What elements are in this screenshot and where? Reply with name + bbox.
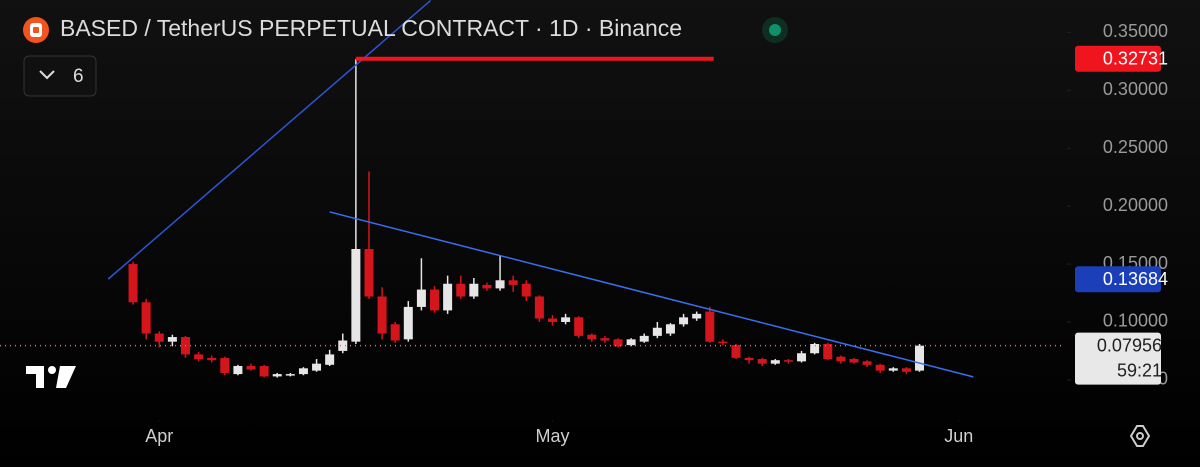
candle-body — [679, 317, 689, 325]
candle-body — [233, 365, 243, 375]
y-tick-label: 0.10000 — [1103, 311, 1168, 331]
candle-body — [377, 296, 387, 334]
candle-body — [220, 357, 230, 373]
candle-body — [744, 357, 754, 361]
candle-body — [469, 283, 479, 297]
candle-body — [141, 302, 151, 334]
candle-body — [430, 289, 440, 311]
status-dot — [762, 17, 788, 43]
candle-body — [416, 289, 426, 307]
candle-body — [639, 335, 649, 342]
candle-body — [259, 365, 269, 377]
candle-body — [770, 360, 780, 364]
candle-body — [364, 249, 374, 297]
candle-body — [849, 359, 859, 363]
candle-body — [167, 337, 177, 342]
plot-area — [0, 0, 1071, 422]
candle-body — [901, 368, 911, 372]
candle-body — [626, 339, 636, 346]
candle-body — [272, 374, 282, 377]
candle-body — [600, 338, 610, 341]
candle-body — [692, 313, 702, 319]
candle-body — [783, 360, 793, 362]
price-label: 0.32731 — [1103, 48, 1168, 68]
y-tick-label: 0.30000 — [1103, 79, 1168, 99]
candle-body — [652, 327, 662, 336]
x-tick-label: May — [535, 426, 569, 446]
chevron-icon — [39, 70, 55, 80]
candle-body — [128, 264, 138, 303]
trend-line — [107, 0, 432, 280]
last-price-box — [1075, 332, 1161, 385]
candle-body — [521, 283, 531, 297]
candle-body — [207, 357, 217, 361]
candle-body — [705, 311, 715, 342]
candle-body — [547, 318, 557, 322]
y-tick-label: 0.25000 — [1103, 137, 1168, 157]
candle-body — [403, 306, 413, 340]
candle-body — [390, 324, 400, 341]
candle-body — [534, 296, 544, 319]
candle-body — [482, 284, 492, 289]
x-tick-label: Apr — [145, 426, 173, 446]
candle-body — [561, 317, 571, 322]
candle-body — [587, 334, 597, 340]
settings-icon[interactable] — [1129, 425, 1151, 447]
candle-body — [731, 345, 741, 358]
candle-body — [325, 354, 335, 365]
price-label-box — [1075, 45, 1161, 72]
candle-body — [298, 368, 308, 375]
candle-body — [888, 368, 898, 371]
candle-body — [823, 343, 833, 360]
candle-body — [338, 340, 348, 351]
candle-body — [154, 333, 164, 342]
y-tick-label: 0.20000 — [1103, 195, 1168, 215]
last-price-label: 0.07956 — [1097, 335, 1162, 355]
candle-body — [718, 341, 728, 344]
candle-body — [285, 374, 295, 376]
candle-body — [508, 280, 518, 285]
candle-body — [574, 317, 584, 336]
candle-body — [246, 365, 256, 370]
symbol-logo — [23, 17, 49, 43]
tradingview-logo — [26, 366, 76, 388]
candle-body — [351, 249, 361, 342]
chart-title: BASED / TetherUS PERPETUAL CONTRACT · 1D… — [60, 15, 682, 41]
indicators-toggle[interactable] — [23, 55, 97, 97]
candle-body — [862, 361, 872, 365]
candle-body — [456, 283, 466, 297]
candle-body — [757, 359, 767, 364]
candle-body — [797, 353, 807, 362]
candle-body — [194, 354, 204, 360]
price-label: 0.13684 — [1103, 269, 1168, 289]
candle-body — [915, 345, 925, 371]
indicator-count: 6 — [73, 66, 84, 87]
x-tick-label: Jun — [944, 426, 973, 446]
candle-body — [810, 343, 820, 354]
price-label-box — [1075, 266, 1161, 293]
candle-body — [875, 364, 885, 371]
y-tick-label: 0.35000 — [1103, 21, 1168, 41]
countdown: 59:21 — [1117, 360, 1162, 380]
trend-line — [329, 211, 974, 378]
candle-body — [665, 324, 675, 334]
candle-body — [836, 356, 846, 362]
candle-body — [312, 363, 322, 371]
candle-body — [495, 280, 505, 289]
candle-body — [613, 339, 623, 347]
candle-body — [443, 283, 453, 311]
